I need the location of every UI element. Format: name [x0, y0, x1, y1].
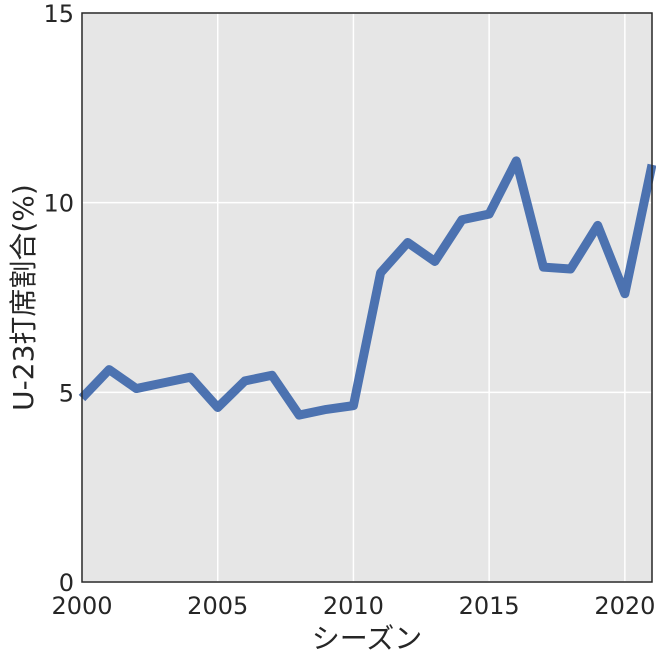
x-tick-label: 2010: [323, 592, 384, 620]
y-tick-label: 0: [59, 569, 74, 597]
x-tick-label: 2020: [594, 592, 655, 620]
plot-background: [82, 13, 652, 582]
y-tick-label: 5: [59, 379, 74, 407]
x-tick-label: 2005: [187, 592, 248, 620]
x-tick-label: 2000: [51, 592, 112, 620]
y-axis-title: U-23打席割合(%): [7, 184, 40, 411]
y-tick-label: 15: [43, 0, 74, 28]
plot-frame: [81, 12, 653, 583]
plot-layer: 2000 2005 2010 2015 2020 0 5 10 15: [43, 0, 656, 620]
series-line: [78, 156, 656, 420]
y-tick-label: 10: [43, 190, 74, 218]
x-axis-title: シーズン: [312, 622, 423, 655]
x-tick-label: 2015: [459, 592, 520, 620]
